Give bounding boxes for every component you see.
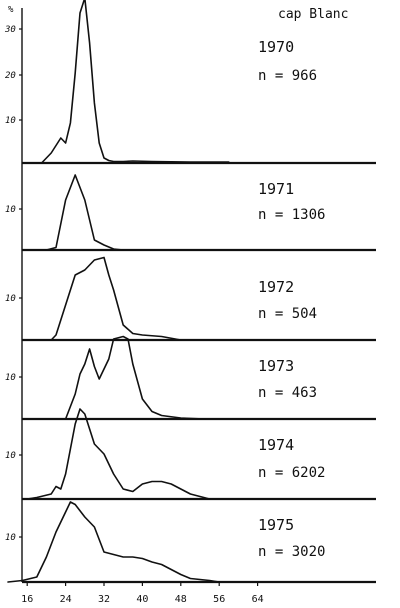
- year-label-1973: 1973: [258, 357, 294, 375]
- year-label-1970: 1970: [258, 38, 294, 56]
- series-line-1972: [50, 256, 182, 341]
- x-tick-label-56: 56: [213, 594, 225, 605]
- year-label-1971: 1971: [258, 180, 294, 198]
- y-tick-label-1974-10: 10: [5, 451, 16, 461]
- series-line-1973: [64, 335, 206, 420]
- panel-1971: 10 1971 n = 1306: [5, 163, 376, 252]
- panel-1973: 10 1973 n = 463: [5, 335, 376, 421]
- panel-1970: 30 20 10 1970 n = 966: [4, 0, 376, 165]
- panel-1974: 10 1974 n = 6202: [5, 408, 376, 501]
- x-tick-label-16: 16: [21, 594, 33, 605]
- panel-1975: 10 1975 n = 3020: [5, 499, 376, 584]
- x-axis: 16 24 32 40 48 56 64: [21, 582, 264, 605]
- y-unit-label: %: [8, 5, 14, 15]
- sample-size-label-1970: n = 966: [258, 68, 317, 84]
- x-tick-label-40: 40: [136, 594, 148, 605]
- chart-title: cap Blanc: [278, 7, 348, 22]
- series-line-1970: [40, 0, 230, 164]
- x-tick-label-64: 64: [252, 594, 264, 605]
- sample-size-label-1972: n = 504: [258, 306, 317, 322]
- sample-size-label-1975: n = 3020: [258, 544, 325, 560]
- y-tick-label-1970-10: 10: [5, 116, 16, 126]
- series-line-1974: [26, 408, 211, 500]
- panels: 30 20 10 1970 n = 966 10 1971 n = 1306 10 1972 n =…: [4, 0, 376, 584]
- sample-size-label-1974: n = 6202: [258, 465, 325, 481]
- y-tick-label-1973-10: 10: [5, 373, 16, 383]
- y-tick-label-1971-10: 10: [5, 205, 16, 215]
- sample-size-label-1973: n = 463: [258, 385, 317, 401]
- year-label-1975: 1975: [258, 516, 294, 534]
- y-tick-label-1970-20: 20: [5, 71, 16, 81]
- x-tick-label-48: 48: [175, 594, 187, 605]
- series-line-1971: [45, 174, 124, 251]
- year-label-1972: 1972: [258, 278, 294, 296]
- panel-1972: 10 1972 n = 504: [5, 250, 376, 342]
- series-line-1975: [7, 501, 220, 583]
- y-tick-label-1970-30: 30: [4, 25, 16, 35]
- year-label-1974: 1974: [258, 436, 294, 454]
- x-tick-label-32: 32: [98, 594, 110, 605]
- y-tick-label-1975-10: 10: [5, 533, 16, 543]
- y-tick-label-1972-10: 10: [5, 294, 16, 304]
- x-tick-label-24: 24: [60, 594, 72, 605]
- sample-size-label-1971: n = 1306: [258, 207, 325, 223]
